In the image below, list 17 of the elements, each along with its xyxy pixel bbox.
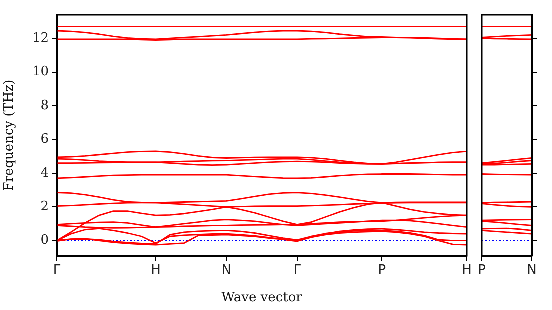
x-tick-label: P — [478, 263, 486, 278]
y-tick-label: 0 — [40, 233, 49, 248]
y-tick-label: 2 — [40, 200, 49, 214]
y-tick-label: 10 — [32, 64, 49, 80]
x-tick-label: N — [222, 263, 232, 278]
y-tick-label: 6 — [40, 132, 49, 148]
y-axis-title: Frequency (THz) — [2, 80, 18, 192]
x-tick-label: N — [527, 263, 537, 278]
y-tick-label: 8 — [40, 98, 49, 114]
x-tick-label: H — [462, 263, 472, 278]
x-tick-label: Γ — [294, 263, 302, 278]
y-tick-label: 12 — [32, 30, 49, 46]
x-tick-label: Γ — [53, 263, 62, 278]
x-axis-title: Wave vector — [222, 290, 304, 306]
y-tick-label: 4 — [40, 166, 49, 181]
x-tick-label: P — [378, 263, 386, 278]
x-tick-label: H — [151, 263, 161, 278]
